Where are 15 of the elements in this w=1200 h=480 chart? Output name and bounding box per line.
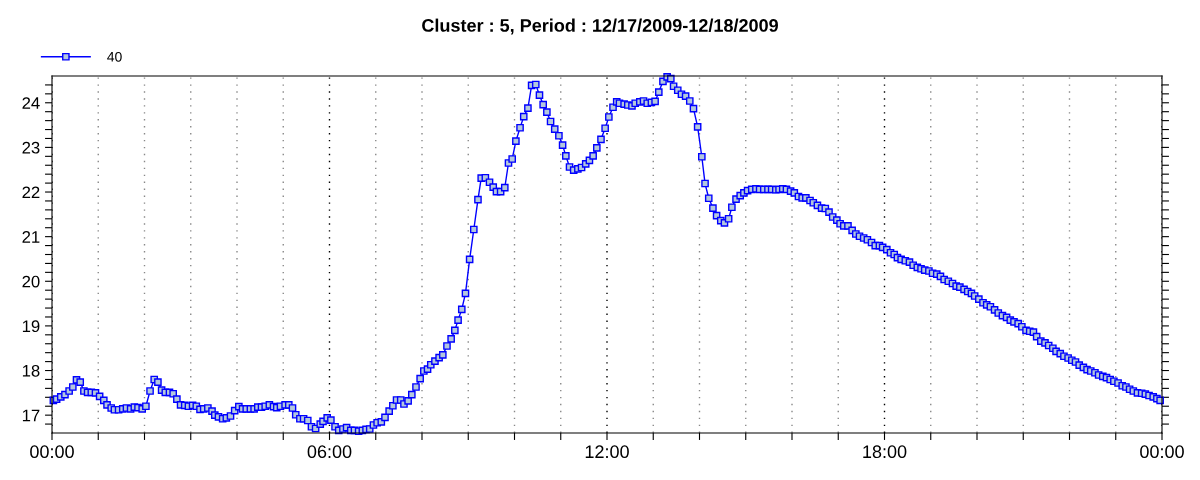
- x-tick-label: 06:00: [307, 445, 352, 459]
- y-tick-label: 22: [22, 186, 40, 199]
- y-tick-label: 20: [22, 275, 40, 288]
- y-tick-label: 18: [22, 364, 40, 377]
- y-tick-label: 19: [22, 320, 40, 333]
- chart-title: Cluster : 5, Period : 12/17/2009-12/18/2009: [422, 18, 778, 35]
- legend-label: 40: [107, 51, 122, 62]
- y-tick-label: 23: [22, 141, 40, 154]
- y-tick-label: 21: [22, 231, 40, 243]
- x-tick-label: 12:00: [585, 445, 629, 459]
- y-tick-label: 17: [22, 409, 40, 422]
- x-tick-label: 00:00: [1140, 445, 1184, 459]
- x-tick-label: 18:00: [863, 445, 907, 459]
- y-tick-label: 24: [22, 97, 40, 109]
- x-tick-label: 00:00: [30, 445, 74, 459]
